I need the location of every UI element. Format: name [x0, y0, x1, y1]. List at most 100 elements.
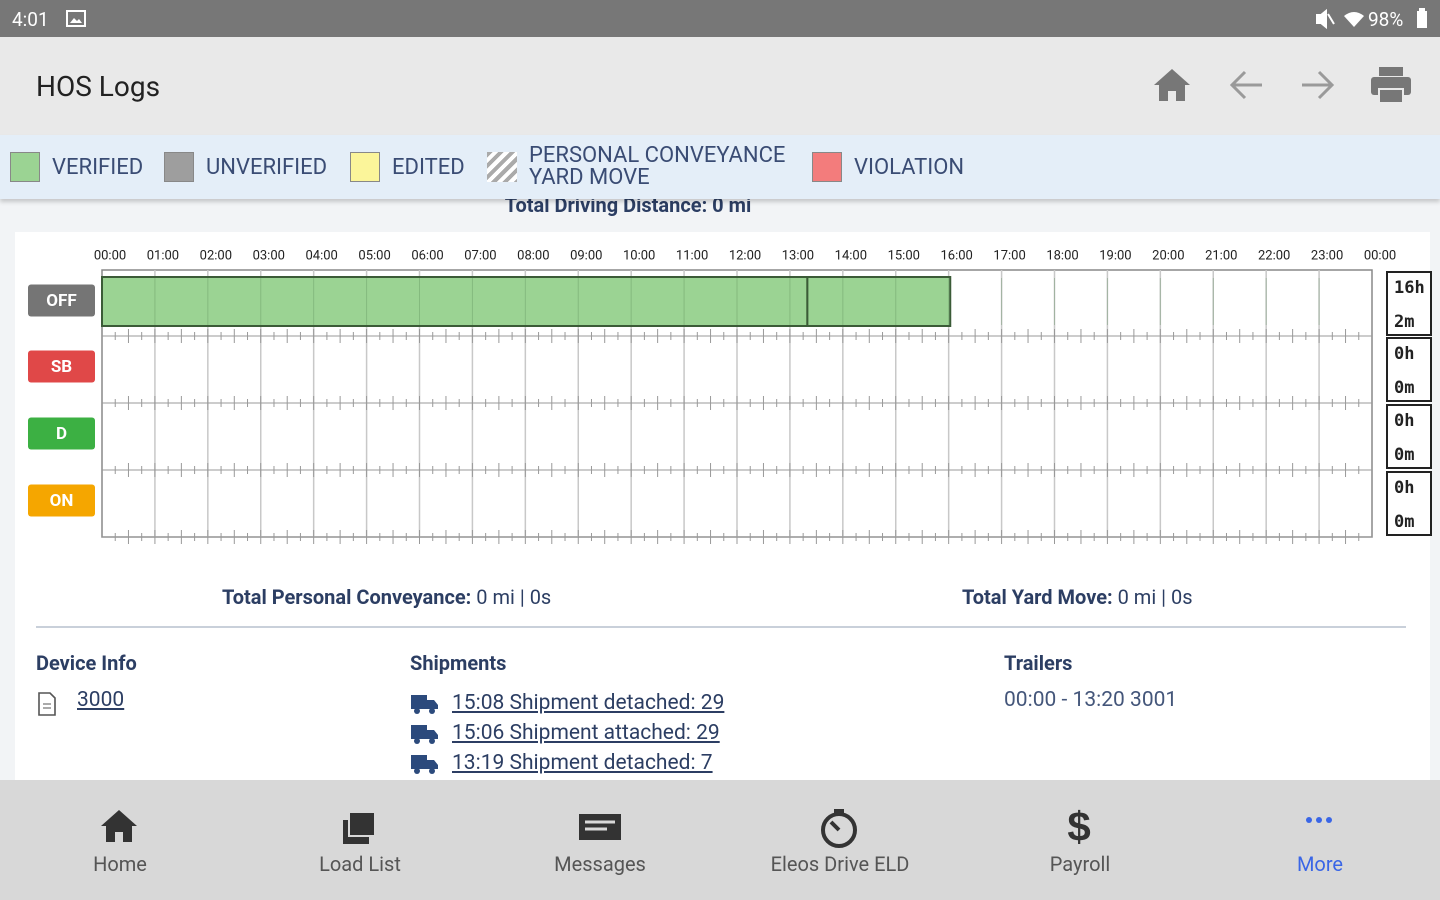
nav-icon [579, 814, 621, 840]
total-label: Total Personal Conveyance: [222, 585, 472, 609]
nav-item[interactable]: Messages [480, 780, 720, 900]
legend-swatch [812, 152, 842, 182]
hour-label: 03:00 [253, 248, 285, 263]
legend-item: EDITED [350, 135, 465, 199]
shipment-link[interactable]: 15:08 Shipment detached: 29 [452, 691, 725, 715]
hour-label: 17:00 [993, 248, 1025, 263]
legend-label: UNVERIFIED [206, 154, 328, 180]
hour-label: 08:00 [517, 248, 549, 263]
gallery-icon [66, 10, 86, 27]
legend-item: PERSONAL CONVEYANCE YARD MOVE [487, 135, 785, 199]
back-button[interactable] [1229, 70, 1262, 100]
shipment-list: 15:08 Shipment detached: 29 15:06 Shipme… [410, 688, 724, 778]
status-label: D [56, 424, 67, 444]
hour-label: 01:00 [147, 248, 179, 263]
forward-button[interactable] [1302, 70, 1335, 100]
nav-icon [821, 809, 857, 848]
trailer-item: 00:00 - 13:20 3001 [1004, 688, 1178, 712]
legend-swatch [164, 152, 194, 182]
hos-log-chart: 00:00 01:00 02:00 03:00 04:00 05:00 06:00 07:00… [28, 248, 1432, 544]
nav-label: Home [93, 852, 147, 876]
duty-segment [806, 276, 952, 327]
hour-label: 05:00 [358, 248, 390, 263]
nav-icon [1306, 817, 1332, 823]
shipment-link[interactable]: 15:06 Shipment attached: 29 [452, 721, 720, 745]
status-label: SB [51, 357, 72, 377]
legend-item: VERIFIED [10, 135, 143, 199]
shipment-item: 13:19 Shipment detached: 7 [410, 748, 724, 778]
total-label: Total Yard Move: [962, 585, 1113, 609]
legend: VERIFIED UNVERIFIED EDITED PERSONAL CONV… [0, 135, 1440, 199]
clock: 4:01 [12, 8, 49, 31]
legend-swatch [487, 152, 517, 182]
nav-item[interactable]: $ Payroll [960, 780, 1200, 900]
hour-label: 15:00 [888, 248, 920, 263]
legend-item: VIOLATION [812, 135, 964, 199]
hour-label: 21:00 [1205, 248, 1237, 263]
device-link[interactable]: 3000 [77, 688, 125, 712]
bottom-nav: Home Load List Messages Eleos Drive ELD … [0, 780, 1440, 900]
total-hours: 0h [1394, 344, 1414, 364]
hour-label: 12:00 [729, 248, 761, 263]
hour-label: 20:00 [1152, 248, 1184, 263]
total-minutes: 0m [1394, 378, 1414, 398]
nav-icon [343, 811, 376, 844]
legend-label: YARD MOVE [529, 165, 650, 190]
total-minutes: 2m [1394, 312, 1414, 332]
app-header: HOS Logs [0, 37, 1440, 135]
hour-label: 04:00 [305, 248, 337, 263]
hour-label: 18:00 [1046, 248, 1078, 263]
section-title: Device Info [36, 651, 137, 675]
truck-icon [411, 755, 438, 774]
total-hours: 0h [1394, 411, 1414, 431]
status-label: ON [50, 491, 74, 511]
shipment-link[interactable]: 13:19 Shipment detached: 7 [452, 751, 713, 775]
total-hours: 0h [1394, 478, 1414, 498]
header-actions [1154, 67, 1411, 104]
status-badge [28, 417, 95, 450]
hour-label: 00:00 [1364, 248, 1396, 263]
nav-icon: $ [1067, 808, 1090, 850]
legend-label: VIOLATION [854, 154, 965, 180]
total-box [1386, 337, 1432, 402]
status-badge [28, 484, 95, 517]
total-value: 0 mi | 0s [476, 585, 552, 609]
nav-icon [101, 810, 137, 842]
total-value: 0 mi | 0s [1117, 585, 1193, 609]
personal-conveyance-total: Total Personal Conveyance: 0 mi | 0s [222, 585, 551, 609]
battery: 98% [1368, 8, 1404, 31]
total-box [1386, 471, 1432, 536]
truck-icon [411, 695, 438, 714]
shipment-item: 15:06 Shipment attached: 29 [410, 718, 724, 748]
legend-label: VERIFIED [52, 154, 144, 180]
status-badge [28, 284, 95, 317]
hour-label: 11:00 [676, 248, 708, 263]
hour-label: 22:00 [1258, 248, 1290, 263]
page-title: HOS Logs [36, 70, 161, 103]
hour-label: 02:00 [200, 248, 232, 263]
nav-item[interactable]: Load List [240, 780, 480, 900]
nav-label: Load List [319, 852, 401, 876]
svg-text:$: $ [1067, 808, 1090, 850]
legend-swatch [10, 152, 40, 182]
section-title: Trailers [1004, 651, 1073, 675]
total-minutes: 0m [1394, 445, 1414, 465]
divider [36, 626, 1406, 628]
nav-item[interactable]: Home [0, 780, 240, 900]
total-box [1386, 404, 1432, 469]
nav-item[interactable]: More [1200, 780, 1440, 900]
hour-label: 23:00 [1311, 248, 1343, 263]
hour-label: 19:00 [1099, 248, 1131, 263]
print-button[interactable] [1371, 67, 1411, 104]
status-bar: 4:01 98% [0, 0, 1440, 37]
hour-label: 14:00 [835, 248, 867, 263]
battery-icon [1417, 8, 1427, 28]
total-minutes: 0m [1394, 512, 1414, 532]
nav-item[interactable]: Eleos Drive ELD [720, 780, 960, 900]
hour-label: 06:00 [411, 248, 443, 263]
hour-label: 16:00 [940, 248, 972, 263]
status-badge [28, 350, 95, 383]
home-button[interactable] [1154, 69, 1190, 101]
